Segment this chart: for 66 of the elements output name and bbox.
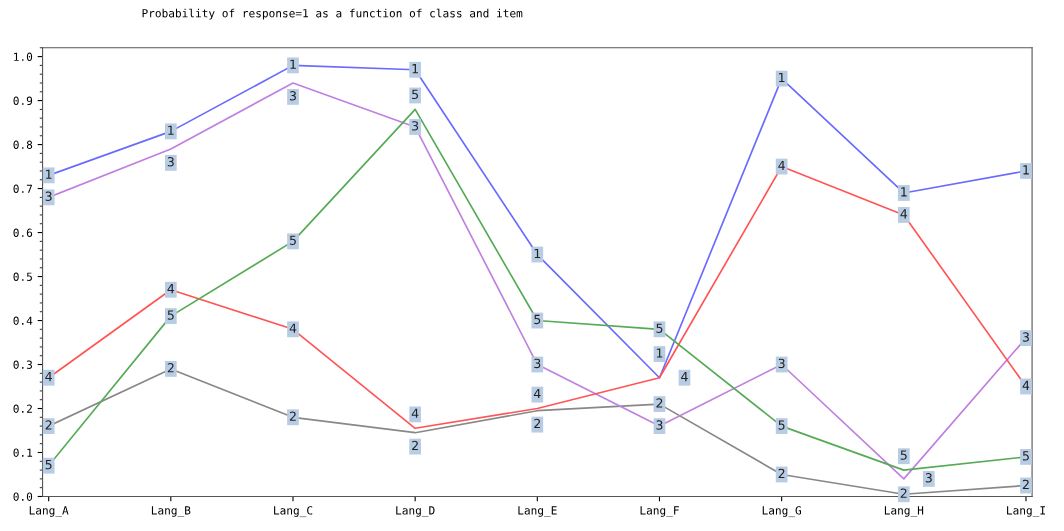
- y-tick-label: 0.5: [13, 272, 32, 281]
- text: 2: [656, 398, 663, 408]
- text: 3: [656, 420, 663, 430]
- y-tick-label: 0.7: [13, 184, 32, 193]
- text: 2: [1022, 479, 1029, 489]
- text: 5: [900, 450, 907, 460]
- series-label: 2: [289, 411, 296, 421]
- text: 4: [45, 372, 52, 382]
- y-tick-label: 0.4: [13, 316, 33, 325]
- y-tick-label: 0.6: [13, 228, 33, 237]
- text: 5: [778, 420, 785, 430]
- text: 3: [778, 358, 785, 369]
- chart-title: Probability of response=1 as a function of class and item: [142, 8, 523, 20]
- text: 2: [412, 440, 418, 451]
- text: 5: [412, 89, 419, 100]
- x-tick-label: Lang_H: [884, 506, 924, 518]
- text: 3: [167, 157, 174, 167]
- text: 3: [45, 191, 52, 201]
- text: 1: [412, 64, 418, 74]
- y-tick-label: 0.8: [13, 140, 33, 149]
- text: 3: [534, 358, 541, 369]
- text: 1: [1023, 165, 1029, 175]
- y-tick-label: 0.1: [13, 448, 33, 457]
- text: 2: [167, 363, 174, 373]
- y-tick-label: 0.0: [13, 492, 33, 501]
- text: 4: [778, 160, 785, 171]
- text: 2: [778, 468, 785, 478]
- text: 1: [656, 348, 663, 358]
- text: 5: [289, 235, 296, 245]
- x-tick-label: Lang_F: [640, 506, 679, 518]
- x-tick-label: Lang_G: [762, 506, 802, 518]
- y-tick-label: 0.2: [13, 404, 32, 413]
- x-tick-label: Lang_A: [29, 506, 69, 518]
- y-tick-label: 0.3: [13, 360, 32, 369]
- text: 1: [290, 59, 296, 69]
- text: 1: [168, 125, 174, 135]
- text: 3: [925, 473, 932, 483]
- text: 5: [45, 460, 52, 470]
- series-label: 3: [412, 121, 419, 131]
- series-label: 5: [167, 310, 174, 320]
- text: 1: [901, 187, 907, 197]
- text: 3: [289, 91, 296, 101]
- text: 4: [533, 388, 541, 399]
- text: 4: [900, 209, 908, 219]
- text: 2: [900, 488, 907, 498]
- x-tick-label: Lang_I: [1007, 506, 1045, 518]
- text: 3: [1022, 332, 1029, 342]
- text: 1: [779, 72, 785, 83]
- text: 5: [1022, 451, 1029, 461]
- text: 5: [534, 314, 541, 325]
- series-label: 1: [46, 169, 52, 179]
- x-tick-label: Lang_E: [518, 506, 557, 518]
- text: 1: [534, 248, 541, 258]
- x-tick-label: Lang_C: [274, 506, 313, 518]
- x-tick-label: Lang_D: [396, 506, 435, 518]
- text: 4: [167, 284, 175, 294]
- text: 2: [534, 418, 541, 429]
- y-tick-label: 0.9: [13, 96, 33, 105]
- text: 5: [656, 323, 663, 333]
- text: 2: [45, 420, 52, 430]
- series-label: 4: [289, 323, 297, 333]
- text: 4: [681, 372, 688, 382]
- text: 4: [411, 408, 419, 418]
- x-tick-label: Lang_B: [151, 506, 191, 518]
- text: 4: [1022, 380, 1030, 390]
- y-tick-label: 1.0: [14, 52, 33, 61]
